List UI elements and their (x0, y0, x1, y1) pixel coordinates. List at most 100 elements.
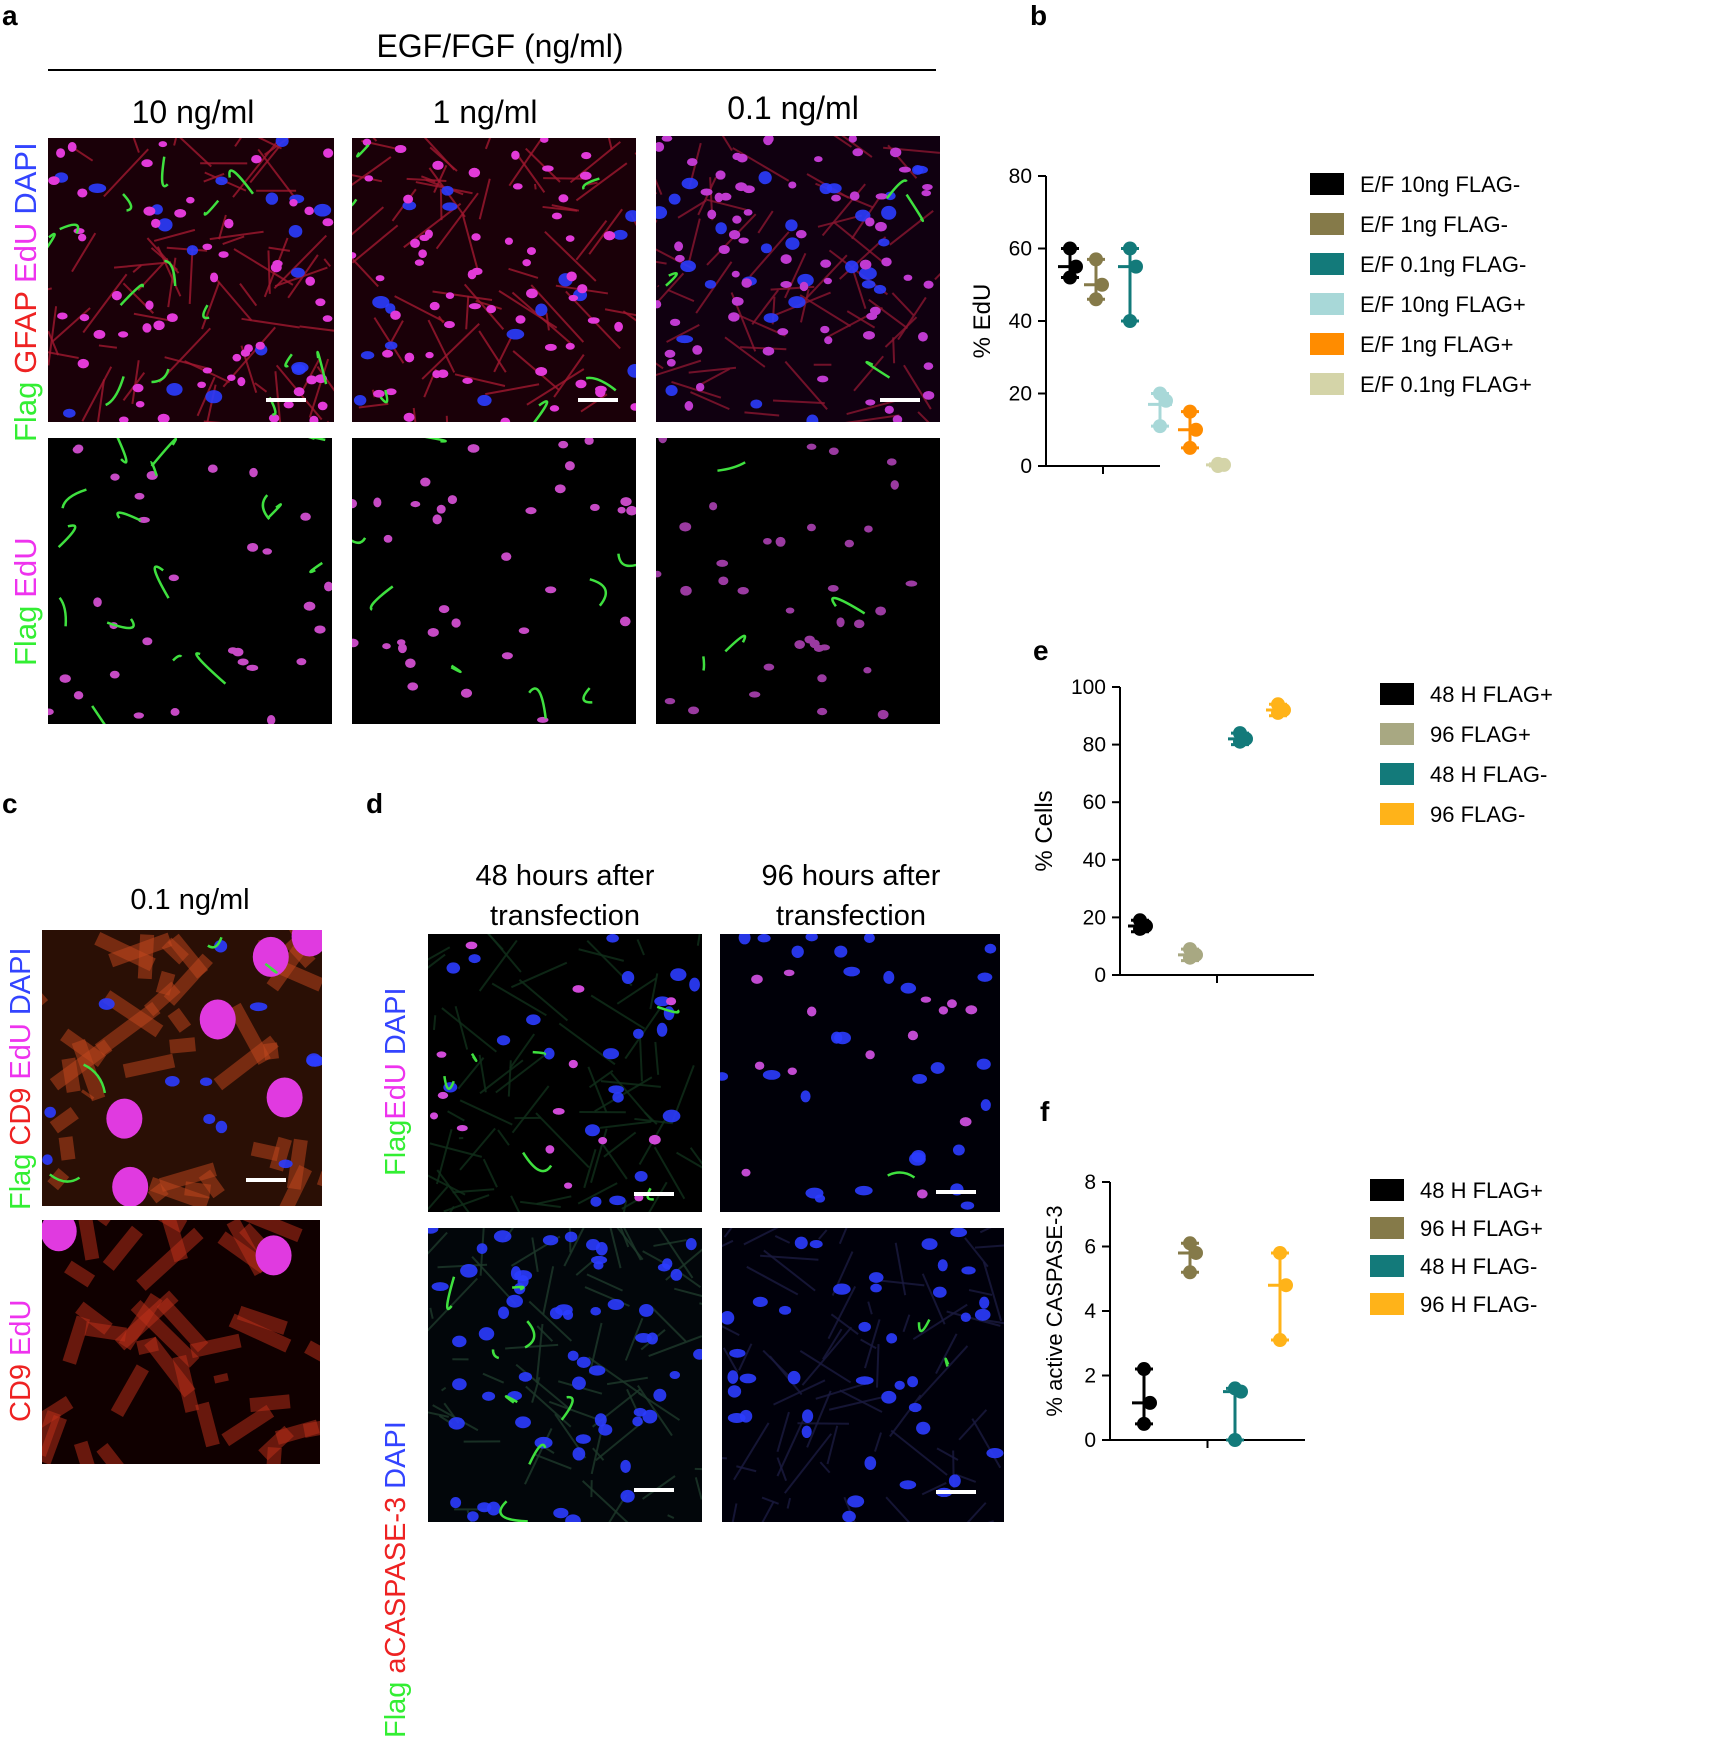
edu-nucleus (884, 405, 894, 414)
edu-nucleus (437, 369, 449, 378)
dapi-nucleus (912, 1073, 928, 1084)
legend-swatch (1310, 173, 1344, 195)
cell-process (482, 1158, 498, 1188)
cell-process (301, 357, 321, 391)
cell-process (654, 1041, 660, 1075)
dapi-nucleus (787, 1370, 801, 1385)
dapi-nucleus (633, 1407, 647, 1417)
edu-nucleus (403, 194, 414, 204)
flag-signal (865, 360, 891, 379)
cell-process (536, 1195, 572, 1205)
y-tick-label: 60 (1009, 238, 1032, 261)
legend-swatch (1370, 1179, 1404, 1201)
cell-process (667, 288, 695, 303)
data-point (1273, 1245, 1287, 1260)
edu-nucleus (138, 516, 150, 523)
dapi-nucleus (864, 1456, 877, 1471)
dapi-nucleus (757, 934, 771, 943)
cell-process (608, 1494, 628, 1522)
dapi-nucleus (526, 1014, 541, 1026)
dapi-nucleus (602, 1048, 620, 1060)
data-point (1069, 259, 1083, 274)
dapi-nucleus (590, 1196, 602, 1207)
dapi-nucleus (899, 1480, 917, 1490)
dapi-nucleus (360, 351, 375, 360)
edu-nucleus (232, 353, 242, 362)
cell-process (203, 172, 225, 183)
cell-process (897, 296, 927, 341)
edu-nucleus (93, 597, 102, 608)
cell-process (188, 246, 194, 304)
label-edu: EdU (5, 1299, 37, 1356)
flag-signal (528, 1443, 547, 1465)
cell-process (722, 1347, 739, 1374)
edu-nucleus (526, 288, 538, 299)
legend-label: E/F 1ng FLAG- (1360, 212, 1508, 237)
dapi-nucleus (806, 414, 819, 422)
edu-nucleus (684, 401, 694, 411)
flag-signal (106, 618, 135, 630)
panel-a-col-title-3: 0.1 ng/ml (727, 90, 859, 126)
edu-nucleus (875, 606, 887, 616)
edu-nucleus (414, 259, 425, 266)
cell-process (801, 1326, 853, 1386)
micrograph-d-96h-caspase (722, 1228, 1004, 1522)
dapi-nucleus (668, 193, 681, 205)
edu-nucleus (656, 570, 662, 578)
dapi-nucleus (576, 1356, 591, 1368)
dapi-nucleus (961, 1266, 976, 1275)
cell-process (465, 295, 470, 330)
y-tick-label: 0 (1094, 964, 1106, 987)
edu-nucleus (118, 331, 129, 338)
cell-process (308, 358, 330, 418)
dapi-nucleus (685, 1237, 697, 1251)
edu-nucleus (890, 147, 902, 158)
dapi-nucleus (478, 1327, 495, 1341)
cell-process (587, 1356, 643, 1396)
cell-process (449, 1205, 455, 1212)
edu-nucleus (903, 274, 913, 281)
cell-process (833, 136, 853, 148)
edu-nucleus (799, 281, 809, 292)
cell-process (81, 1089, 95, 1100)
cell-process (588, 1069, 614, 1089)
cell-process (299, 325, 334, 332)
edu-nucleus (364, 175, 374, 182)
dapi-nucleus (805, 934, 818, 942)
legend-label: E/F 10ng FLAG- (1360, 172, 1520, 197)
legend-label: 48 H FLAG- (1420, 1254, 1537, 1279)
cell-process (273, 234, 328, 290)
cell-process (656, 178, 663, 196)
edu-nucleus (741, 1168, 751, 1177)
cell-process (454, 1006, 469, 1050)
dapi-nucleus (976, 1058, 991, 1070)
cell-process (599, 1120, 652, 1129)
label-flag: Flag (8, 381, 43, 442)
flag-signal (917, 1319, 931, 1333)
legend-label: E/F 1ng FLAG+ (1360, 332, 1513, 357)
cell-process (699, 367, 731, 386)
dapi-nucleus (665, 384, 678, 397)
edu-nucleus (824, 336, 833, 345)
cell-process (827, 1285, 857, 1340)
dapi-nucleus (977, 972, 993, 982)
cell-process (843, 1496, 856, 1522)
dapi-nucleus (506, 1294, 523, 1308)
edu-nucleus (545, 586, 557, 594)
data-point (1063, 270, 1077, 285)
edu-nucleus (202, 367, 213, 374)
cell-process (436, 1169, 470, 1212)
cell-process (257, 148, 296, 198)
edu-nucleus (748, 691, 761, 698)
cell-process (878, 1279, 925, 1287)
cell-process (638, 1031, 643, 1082)
dapi-nucleus (450, 1497, 462, 1509)
scale-bar (246, 1178, 286, 1182)
panel-d-row1-label: FlagEdU DAPI (380, 979, 413, 1176)
edu-nucleus (679, 522, 692, 532)
panel-letter-a: a (2, 0, 18, 31)
dapi-nucleus (638, 1304, 654, 1317)
cell-process (841, 136, 873, 158)
dapi-nucleus (855, 1376, 874, 1385)
cell-process (583, 1149, 597, 1189)
